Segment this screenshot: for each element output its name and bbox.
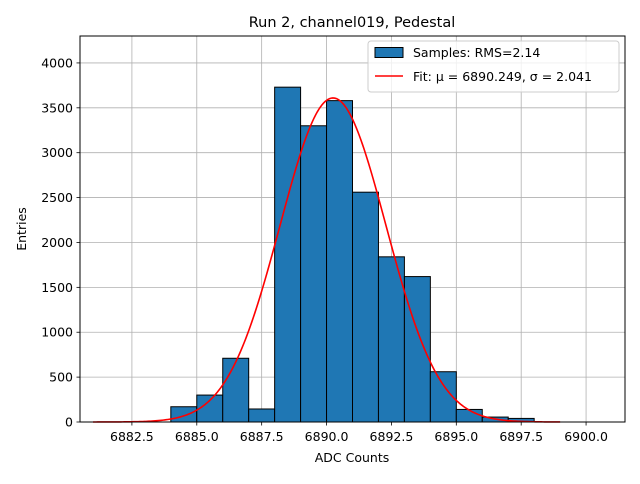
chart-title: Run 2, channel019, Pedestal: [249, 15, 456, 31]
histogram-bar: [377, 256, 405, 423]
legend-label-fit: Fit: μ = 6890.249, σ = 2.041: [413, 69, 592, 84]
y-tick-label: 2500: [41, 190, 73, 205]
y-axis-label: Entries: [14, 207, 29, 251]
y-tick-label: 500: [49, 370, 73, 385]
gaussian-fit-line: [92, 97, 561, 423]
x-tick-label: 6882.5: [110, 429, 154, 444]
y-tick-label: 2000: [41, 235, 73, 250]
plot-frame: [79, 35, 626, 423]
y-tick-label: 3000: [41, 145, 73, 160]
legend: Samples: RMS=2.14 Fit: μ = 6890.249, σ =…: [367, 40, 620, 93]
ticks-layer: 6882.5 6885.0 6887.5 6890.0 6892.5 6895.0 6897…: [41, 55, 608, 444]
y-tick-label: 1000: [41, 325, 73, 340]
x-tick-label: 6892.5: [370, 429, 414, 444]
histogram-bar: [352, 191, 379, 423]
legend-label-samples: Samples: RMS=2.14: [413, 45, 540, 60]
x-tick-label: 6897.5: [499, 429, 543, 444]
histogram-bar: [274, 86, 302, 423]
y-tick-label: 1500: [41, 280, 73, 295]
legend-swatch-samples: [374, 47, 404, 58]
histogram-bar: [403, 276, 431, 423]
legend-box: [367, 40, 620, 93]
x-tick-label: 6885.0: [175, 429, 219, 444]
histogram-bar: [222, 357, 250, 423]
x-tick-label: 6895.0: [434, 429, 478, 444]
histogram-bar: [455, 408, 483, 423]
x-tick-label: 6887.5: [240, 429, 284, 444]
x-tick-label: 6890.0: [305, 429, 349, 444]
histogram-bar: [170, 406, 198, 423]
histogram-bar: [326, 100, 353, 423]
y-tick-label: 4000: [41, 55, 73, 70]
histogram-bar: [300, 125, 328, 423]
x-axis-label: ADC Counts: [315, 450, 390, 465]
x-tick-label: 6900.0: [564, 429, 608, 444]
y-tick-label: 3500: [41, 100, 73, 115]
y-tick-label: 0: [65, 415, 73, 430]
histogram-bar: [248, 408, 276, 423]
fit-layer: [92, 97, 561, 423]
